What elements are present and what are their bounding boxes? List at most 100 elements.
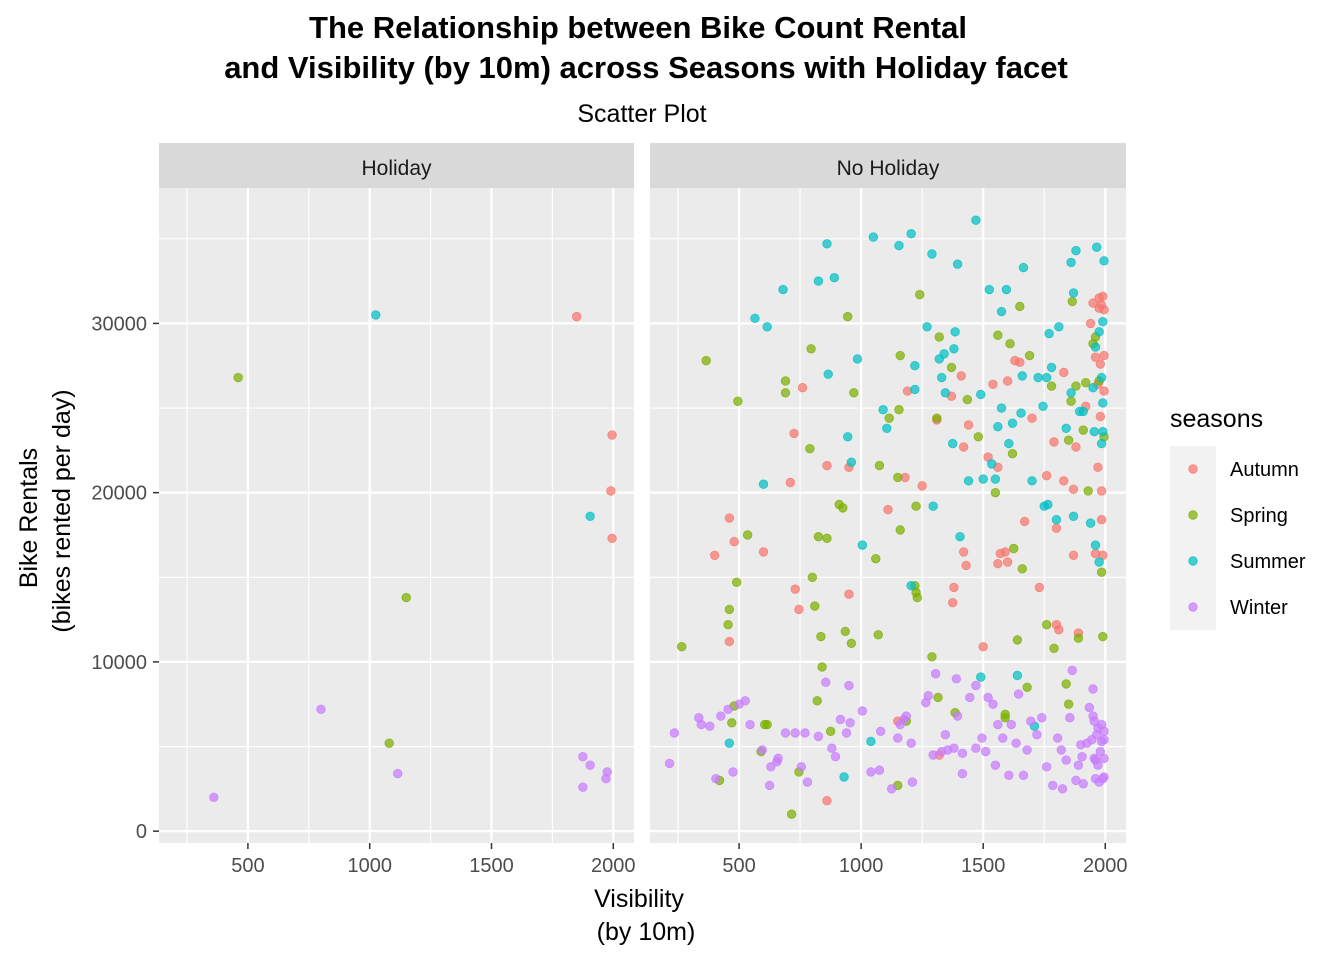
data-point — [1067, 296, 1077, 307]
data-point — [937, 372, 947, 383]
data-point — [917, 481, 927, 491]
data-point — [1007, 449, 1018, 459]
data-point — [750, 313, 760, 324]
data-point — [940, 729, 951, 740]
data-point — [844, 589, 854, 599]
data-point — [1032, 729, 1042, 740]
data-point — [934, 332, 944, 342]
data-point — [1051, 515, 1062, 525]
data-point — [724, 513, 735, 523]
data-point — [696, 719, 706, 730]
data-point — [1094, 293, 1104, 303]
data-point — [928, 750, 938, 760]
data-point — [1066, 257, 1076, 268]
data-point — [1099, 386, 1109, 396]
data-point — [817, 662, 827, 672]
data-point — [988, 379, 998, 390]
data-point — [1099, 753, 1109, 764]
data-point — [1049, 643, 1059, 654]
data-point — [873, 630, 883, 640]
data-point — [922, 322, 932, 332]
facet-panel: No Holiday 500 1000 1500 2000 — [650, 143, 1128, 877]
data-point — [1019, 516, 1030, 527]
data-point — [1057, 784, 1068, 794]
data-point — [807, 572, 818, 582]
data-point — [780, 388, 791, 398]
data-point — [1051, 523, 1062, 533]
data-point — [1007, 418, 1018, 428]
series-spring — [233, 372, 411, 748]
data-point — [1002, 557, 1013, 567]
data-point — [961, 560, 971, 571]
data-point — [849, 388, 859, 398]
data-point — [1099, 726, 1109, 736]
data-point — [946, 362, 957, 373]
data-point — [915, 289, 925, 300]
data-point — [800, 728, 810, 738]
data-point — [977, 733, 987, 743]
data-point — [758, 479, 769, 489]
data-point — [1096, 372, 1107, 383]
data-point — [1063, 435, 1074, 445]
data-point — [1085, 318, 1096, 329]
series-summer — [371, 310, 595, 522]
data-point — [947, 597, 958, 608]
data-point — [766, 762, 776, 772]
data-point — [878, 405, 888, 415]
data-point — [1071, 381, 1081, 391]
data-point — [1051, 619, 1062, 630]
data-point — [895, 525, 905, 535]
data-point — [840, 626, 850, 637]
data-point — [757, 745, 767, 755]
legend-title: seasons — [1170, 405, 1263, 433]
data-point — [930, 669, 941, 679]
data-point — [957, 748, 968, 758]
data-point — [1000, 713, 1010, 723]
data-point — [996, 403, 1007, 413]
data-point — [906, 228, 916, 239]
data-point — [578, 751, 588, 762]
data-point — [677, 641, 687, 652]
data-point — [1048, 780, 1058, 791]
data-point — [958, 547, 969, 557]
x-tick-label: 1500 — [961, 855, 1006, 877]
data-point — [1085, 518, 1096, 528]
data-point — [1034, 582, 1045, 593]
legend-key-winter — [1188, 602, 1198, 612]
data-point — [585, 511, 595, 522]
data-point — [802, 777, 813, 787]
data-point — [949, 743, 959, 753]
data-point — [882, 423, 892, 434]
x-tick-label: 1000 — [839, 855, 884, 877]
data-point — [1017, 371, 1027, 381]
data-point — [949, 344, 959, 354]
data-point — [1033, 372, 1043, 383]
data-point — [764, 780, 775, 791]
data-point — [857, 540, 868, 550]
data-point — [822, 239, 832, 249]
data-point — [950, 327, 960, 337]
data-point — [1083, 486, 1093, 496]
data-point — [1061, 679, 1071, 689]
data-point — [1068, 288, 1079, 298]
data-point — [731, 577, 742, 588]
data-point — [984, 284, 995, 295]
data-point — [401, 592, 411, 603]
data-point — [1073, 760, 1084, 770]
data-point — [384, 738, 394, 748]
data-point — [866, 736, 876, 747]
data-point — [1078, 425, 1088, 435]
data-point — [839, 772, 849, 782]
data-point — [727, 718, 737, 728]
data-point — [709, 550, 720, 560]
data-point — [716, 711, 726, 721]
data-point — [846, 638, 857, 648]
data-point — [813, 531, 824, 542]
data-point — [993, 421, 1003, 432]
data-point — [822, 795, 832, 806]
data-point — [949, 582, 959, 593]
data-point — [1027, 476, 1037, 486]
data-point — [1002, 376, 1013, 386]
data-point — [932, 413, 942, 423]
legend-label-spring: Spring — [1230, 505, 1288, 527]
